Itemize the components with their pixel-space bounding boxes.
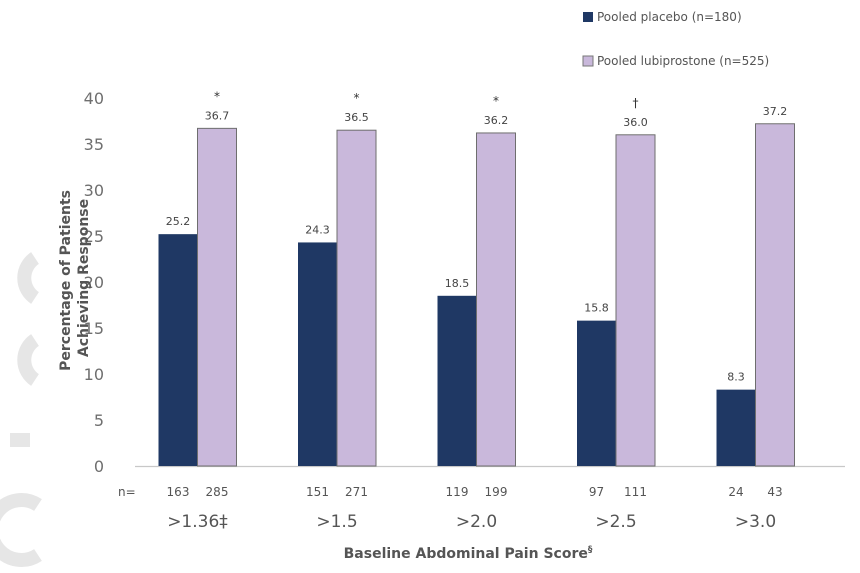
x-tick-label: >2.0	[456, 512, 497, 532]
legend-swatch-placebo	[583, 12, 593, 22]
n-count-label: 163	[167, 485, 190, 499]
y-axis-title-line-2: Achieving Response	[76, 199, 92, 357]
y-tick-label: 0	[94, 457, 104, 476]
x-axis-title-text: Baseline Abdominal Pain Score	[344, 546, 588, 562]
y-axis-title-line-1: Percentage of Patients	[58, 190, 74, 371]
n-count-label: 97	[589, 485, 604, 499]
data-label: 36.5	[344, 111, 369, 124]
significance-marker: †	[633, 96, 639, 110]
y-tick-label: 20	[84, 273, 104, 292]
n-count-label: 119	[446, 485, 469, 499]
significance-marker: *	[214, 89, 220, 103]
bar-lubiprostone	[197, 127, 237, 467]
bar-placebo	[298, 242, 337, 466]
n-prefix-label: n=	[118, 485, 136, 499]
data-label: 36.0	[623, 116, 648, 129]
data-label: 25.2	[166, 215, 191, 228]
data-label: 24.3	[305, 223, 330, 236]
bar-placebo	[577, 320, 616, 466]
bar-placebo	[716, 389, 756, 466]
legend-swatch-lubiprostone	[582, 55, 594, 67]
data-label: 8.3	[727, 371, 745, 384]
data-label: 18.5	[445, 277, 470, 290]
legend-label-lubiprostone: Pooled lubiprostone (n=525)	[597, 54, 769, 68]
significance-marker: *	[493, 94, 499, 108]
x-axis-title-superscript: §	[588, 545, 593, 555]
x-tick-label: >3.0	[735, 512, 776, 532]
y-tick-label: 30	[84, 181, 104, 200]
bar-lubiprostone	[336, 129, 377, 467]
x-axis-title: Baseline Abdominal Pain Score§	[344, 545, 593, 562]
bar-lubiprostone	[615, 134, 656, 467]
y-tick-label: 35	[84, 135, 104, 154]
n-count-label: 111	[624, 485, 647, 499]
n-count-label: 151	[306, 485, 329, 499]
data-label: 36.2	[484, 114, 509, 127]
bar-placebo	[437, 295, 477, 466]
y-tick-label: 10	[84, 365, 104, 384]
n-count-label: 199	[485, 485, 508, 499]
y-tick-label: 5	[94, 411, 104, 430]
data-label: 15.8	[584, 302, 609, 315]
n-count-label: 285	[206, 485, 229, 499]
significance-marker: *	[354, 91, 360, 105]
n-count-label: 43	[767, 485, 782, 499]
data-label: 37.2	[763, 105, 788, 118]
y-tick-label: 40	[84, 89, 104, 108]
y-tick-label: 15	[84, 319, 104, 338]
x-tick-label: >1.36‡	[167, 512, 228, 532]
n-count-label: 24	[728, 485, 743, 499]
data-label: 36.7	[205, 109, 230, 122]
n-count-label: 271	[345, 485, 368, 499]
bar-placebo	[158, 234, 198, 466]
x-tick-label: >1.5	[316, 512, 357, 532]
y-tick-label: 25	[84, 227, 104, 246]
watermark-graphic	[0, 252, 42, 567]
bar-lubiprostone	[755, 123, 795, 467]
legend: Pooled placebo (n=180) Pooled lubiprosto…	[582, 10, 769, 68]
bar-lubiprostone	[476, 132, 516, 467]
y-axis-title: Percentage of Patients Achieving Respons…	[58, 185, 92, 371]
x-tick-label: >2.5	[595, 512, 636, 532]
legend-label-placebo: Pooled placebo (n=180)	[597, 10, 742, 24]
plot-area: 0 5 10 15 20 25 30 35 40 n= 25.2 163 36.7 285 * >1.36‡ 2…	[84, 89, 845, 532]
